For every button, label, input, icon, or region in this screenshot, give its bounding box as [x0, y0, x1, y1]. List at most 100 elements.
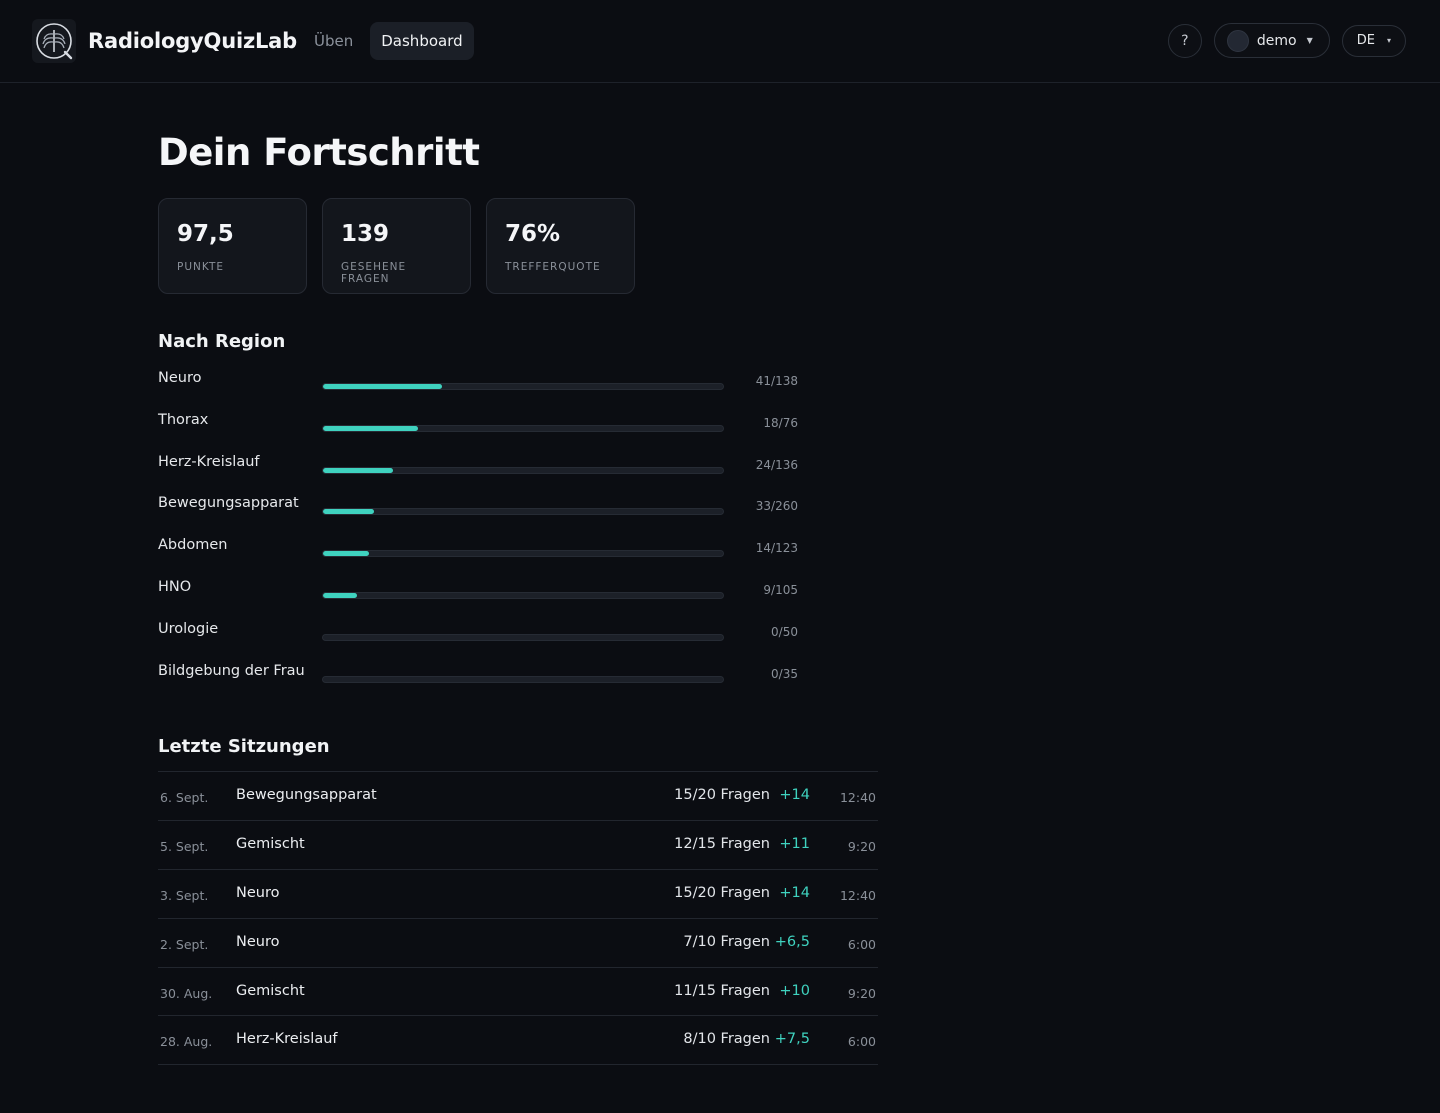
region-name: Neuro [158, 370, 202, 386]
session-score: +14 [779, 787, 810, 803]
region-row: Urologie 0/50 [158, 621, 798, 663]
session-region: Gemischt [236, 982, 305, 999]
region-row: HNO 9/105 [158, 579, 798, 621]
ribcage-logo-icon [32, 19, 76, 63]
header-controls: ? demo ▼ DE ▾ [1167, 23, 1406, 58]
session-questions: 15/20 Fragen [674, 884, 770, 901]
region-row: Neuro 41/138 [158, 370, 798, 412]
region-count: 14/123 [755, 541, 798, 556]
session-date: 5. Sept. [160, 838, 209, 854]
region-name: Urologie [158, 620, 219, 637]
session-date: 6. Sept. [160, 790, 209, 805]
help-label: ? [1181, 32, 1189, 49]
nav-item-dashboard[interactable]: Dashboard [370, 22, 474, 60]
region-progress-bar [322, 633, 724, 641]
region-name: Bewegungsapparat [158, 495, 299, 512]
stat-label: GESEHENE FRAGEN [341, 261, 407, 285]
region-progress-bar [322, 591, 724, 599]
sessions-title: Letzte Sitzungen [158, 736, 330, 757]
session-row[interactable]: 30. Aug. Gemischt 11/15 Fragen +10 9:20 [158, 968, 878, 1017]
regions-title: Nach Region [158, 331, 286, 352]
brand-name: RadiologyQuizLab [88, 29, 297, 53]
region-count: 18/76 [763, 415, 798, 430]
session-time: 12:40 [839, 887, 876, 903]
session-time: 6:00 [847, 936, 876, 952]
stat-card-points: 97,5 PUNKTE [158, 198, 307, 294]
session-region: Neuro [236, 884, 280, 901]
avatar [1226, 29, 1249, 52]
session-questions: 15/20 Fragen [674, 787, 770, 803]
session-region: Neuro [236, 933, 280, 950]
session-date: 28. Aug. [160, 1034, 213, 1050]
user-menu-button[interactable]: demo ▼ [1213, 23, 1330, 58]
brand[interactable]: RadiologyQuizLab [32, 19, 297, 63]
session-date: 30. Aug. [160, 985, 213, 1001]
session-row[interactable]: 2. Sept. Neuro 7/10 Fragen +6,5 6:00 [158, 919, 878, 968]
region-count: 0/35 [771, 666, 798, 681]
region-name: Herz-Kreislauf [158, 453, 260, 470]
stat-value: 76% [505, 221, 561, 247]
session-questions: 8/10 Fragen [683, 1031, 770, 1048]
region-count: 24/136 [755, 457, 798, 472]
session-region: Gemischt [236, 835, 305, 852]
region-progress-fill [323, 509, 374, 515]
session-questions: 12/15 Fragen [674, 835, 770, 852]
region-row: Abdomen 14/123 [158, 537, 798, 579]
page-title: Dein Fortschritt [158, 131, 480, 174]
stat-card-seen-questions: 139 GESEHENE FRAGEN [322, 198, 471, 294]
stat-value: 97,5 [177, 221, 234, 247]
language-select[interactable]: DE ▾ [1341, 24, 1406, 57]
region-progress-bar [322, 466, 724, 474]
region-row: Bildgebung der Frau 0/35 [158, 663, 798, 705]
region-progress-list: Neuro 41/138 Thorax 18/76 Herz-Kreislauf 24/1… [158, 370, 798, 704]
session-row[interactable]: 3. Sept. Neuro 15/20 Fragen +14 12:40 [158, 870, 878, 919]
region-progress-bar [322, 424, 724, 432]
region-row: Thorax 18/76 [158, 412, 798, 454]
region-count: 41/138 [755, 374, 798, 388]
session-date: 3. Sept. [160, 887, 209, 903]
session-time: 9:20 [847, 838, 876, 854]
region-row: Bewegungsapparat 33/260 [158, 495, 798, 537]
session-region: Bewegungsapparat [236, 787, 377, 803]
stat-card-hit-rate: 76% TREFFERQUOTE [486, 198, 635, 294]
region-progress-bar [322, 508, 724, 516]
top-bar: RadiologyQuizLab Üben Dashboard ? demo ▼… [0, 0, 1440, 83]
session-row[interactable]: 28. Aug. Herz-Kreislauf 8/10 Fragen +7,5 6:0… [158, 1016, 878, 1066]
nav-item-ueben[interactable]: Üben [314, 32, 354, 50]
region-count: 9/105 [763, 582, 798, 597]
user-name: demo [1256, 32, 1297, 49]
region-count: 33/260 [755, 499, 798, 514]
session-score: +7,5 [774, 1031, 810, 1048]
session-time: 9:20 [847, 985, 876, 1001]
recent-sessions-list: 6. Sept. Bewegungsapparat 15/20 Fragen +14 1… [158, 771, 878, 1066]
region-progress-fill [323, 592, 358, 598]
region-name: Bildgebung der Frau [158, 662, 305, 679]
session-score: +14 [779, 884, 810, 901]
language-label: DE [1356, 33, 1375, 48]
stat-value: 139 [341, 221, 390, 247]
main-nav: Üben Dashboard [303, 22, 474, 60]
session-row[interactable]: 6. Sept. Bewegungsapparat 15/20 Fragen +14 1… [158, 772, 878, 821]
session-date: 2. Sept. [160, 936, 209, 952]
stat-label: TREFFERQUOTE [505, 261, 601, 273]
session-score: +11 [779, 835, 810, 852]
stats-cards: 97,5 PUNKTE 139 GESEHENE FRAGEN 76% TREF… [158, 198, 635, 294]
help-button[interactable]: ? [1167, 23, 1202, 58]
session-region: Herz-Kreislauf [236, 1031, 338, 1048]
region-name: HNO [158, 578, 192, 595]
region-count: 0/50 [771, 624, 798, 639]
session-questions: 7/10 Fragen [683, 933, 770, 950]
chevron-down-icon: ▼ [1306, 36, 1313, 45]
session-score: +10 [779, 982, 810, 999]
session-questions: 11/15 Fragen [674, 982, 770, 999]
session-time: 6:00 [847, 1034, 876, 1050]
region-progress-bar [322, 383, 724, 390]
session-time: 12:40 [839, 790, 876, 805]
region-progress-fill [323, 425, 418, 431]
region-name: Abdomen [158, 537, 228, 554]
region-progress-fill [323, 467, 394, 473]
session-row[interactable]: 5. Sept. Gemischt 12/15 Fragen +11 9:20 [158, 821, 878, 870]
region-progress-bar [322, 675, 724, 683]
region-progress-fill [323, 551, 369, 557]
session-score: +6,5 [774, 933, 810, 950]
